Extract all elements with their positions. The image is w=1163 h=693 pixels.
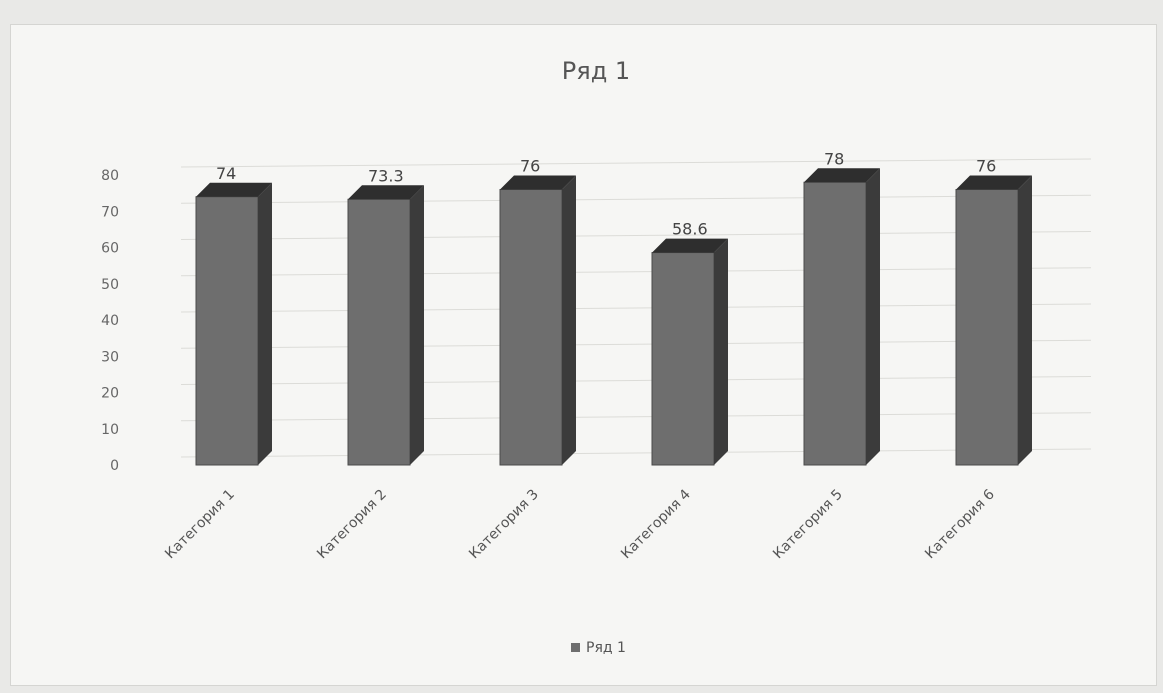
bar-top [196, 182, 272, 197]
data-label: 73.3 [368, 166, 404, 185]
category-label: Категория 4 [618, 486, 694, 562]
bar [955, 189, 1019, 466]
data-label: 74 [216, 164, 236, 183]
gridline [180, 339, 1092, 349]
y-tick-label: 10 [101, 422, 119, 438]
y-tick-label: 20 [101, 386, 119, 402]
bar-side [714, 238, 728, 465]
bar [499, 189, 563, 466]
gridline [180, 376, 1092, 385]
bar-top [652, 238, 728, 253]
bar-top [956, 175, 1032, 190]
legend-label: Ряд 1 [586, 640, 626, 656]
gridline [180, 267, 1092, 277]
bar-top [804, 168, 880, 183]
gridline [180, 448, 1092, 458]
bar-chart: Ряд 1 0 10 20 30 40 50 60 70 80 74 73.3 76 58.6 78 76… [101, 57, 1092, 656]
y-tick-label: 50 [101, 277, 119, 293]
bar-top [500, 175, 576, 190]
bar [195, 196, 259, 466]
category-label: Категория 2 [314, 487, 390, 563]
gridline [180, 303, 1092, 313]
gridline [180, 412, 1092, 422]
data-label: 78 [824, 149, 844, 168]
legend: Ряд 1 [571, 640, 626, 656]
chart-frame: Ряд 1 0 10 20 30 40 50 60 70 80 74 73.3 76 58.6 78 76… [10, 24, 1157, 686]
bar [803, 181, 867, 466]
category-label: Категория 1 [162, 487, 238, 563]
y-tick-label: 80 [101, 168, 119, 184]
bar-top [348, 185, 424, 200]
bar [347, 198, 411, 466]
category-label: Категория 6 [922, 486, 998, 562]
bars [195, 168, 1032, 466]
y-tick-label: 0 [110, 458, 119, 474]
bar-side [410, 185, 424, 465]
y-tick-label: 40 [101, 313, 119, 329]
category-label: Категория 5 [770, 487, 846, 563]
data-label: 76 [520, 157, 540, 176]
gridline [180, 231, 1092, 240]
y-tick-label: 70 [101, 204, 119, 220]
y-axis-ticks: 0 10 20 30 40 50 60 70 80 [101, 168, 119, 474]
y-tick-label: 30 [101, 349, 119, 365]
bar-side [1018, 175, 1032, 465]
bar-side [562, 175, 576, 465]
bar-side [866, 168, 880, 465]
category-labels: Категория 1 Категория 2 Категория 3 Категор… [162, 486, 998, 562]
y-tick-label: 60 [101, 241, 119, 257]
gridlines [180, 158, 1092, 458]
category-label: Категория 3 [466, 487, 542, 563]
data-label: 58.6 [672, 220, 708, 239]
gridline [180, 158, 1092, 168]
gridline [180, 194, 1092, 204]
legend-swatch [571, 643, 580, 652]
bar-side [258, 182, 272, 465]
bar [651, 252, 715, 466]
chart-title: Ряд 1 [562, 57, 630, 85]
data-label: 76 [976, 157, 996, 176]
data-labels: 74 73.3 76 58.6 78 76 [216, 149, 996, 238]
